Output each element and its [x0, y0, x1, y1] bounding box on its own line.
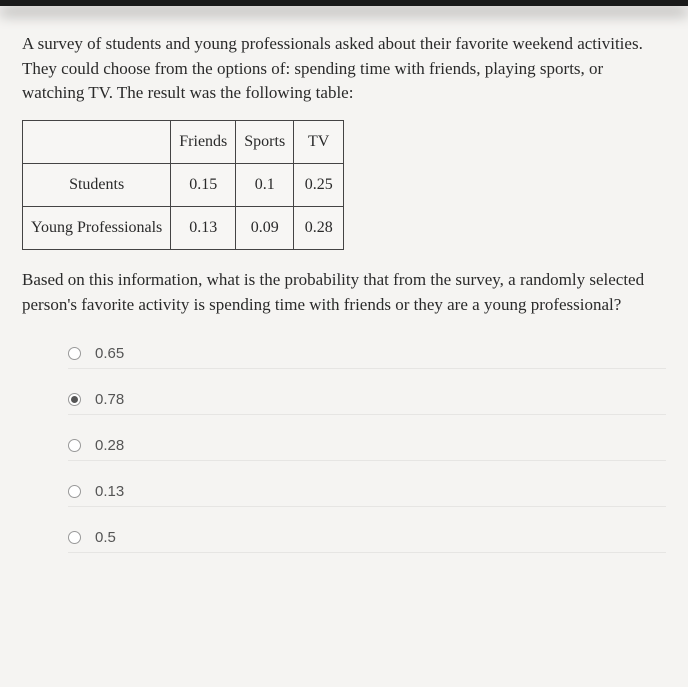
option-label: 0.13	[95, 483, 124, 500]
table-row: Young Professionals 0.13 0.09 0.28	[23, 206, 344, 249]
top-shadow-bar	[0, 0, 688, 6]
cell: 0.1	[236, 163, 294, 206]
cell: 0.28	[294, 206, 344, 249]
option-row[interactable]: 0.78	[68, 391, 666, 415]
radio-icon[interactable]	[68, 531, 81, 544]
col-header-friends: Friends	[171, 120, 236, 163]
table-header-row: Friends Sports TV	[23, 120, 344, 163]
option-label: 0.78	[95, 391, 124, 408]
radio-icon[interactable]	[68, 347, 81, 360]
option-label: 0.28	[95, 437, 124, 454]
question-followup: Based on this information, what is the p…	[22, 268, 666, 317]
data-table: Friends Sports TV Students 0.15 0.1 0.25…	[22, 120, 344, 250]
option-row[interactable]: 0.65	[68, 345, 666, 369]
cell: 0.13	[171, 206, 236, 249]
question-intro: A survey of students and young professio…	[22, 32, 666, 106]
option-row[interactable]: 0.5	[68, 529, 666, 553]
cell: 0.15	[171, 163, 236, 206]
option-row[interactable]: 0.28	[68, 437, 666, 461]
cell: 0.09	[236, 206, 294, 249]
col-header-sports: Sports	[236, 120, 294, 163]
radio-icon[interactable]	[68, 485, 81, 498]
radio-icon[interactable]	[68, 439, 81, 452]
table-row: Students 0.15 0.1 0.25	[23, 163, 344, 206]
row-header-young-professionals: Young Professionals	[23, 206, 171, 249]
option-label: 0.65	[95, 345, 124, 362]
option-row[interactable]: 0.13	[68, 483, 666, 507]
table-corner-cell	[23, 120, 171, 163]
radio-icon[interactable]	[68, 393, 81, 406]
row-header-students: Students	[23, 163, 171, 206]
cell: 0.25	[294, 163, 344, 206]
option-label: 0.5	[95, 529, 116, 546]
options-group: 0.65 0.78 0.28 0.13 0.5	[68, 345, 666, 553]
col-header-tv: TV	[294, 120, 344, 163]
question-container: A survey of students and young professio…	[22, 32, 666, 553]
